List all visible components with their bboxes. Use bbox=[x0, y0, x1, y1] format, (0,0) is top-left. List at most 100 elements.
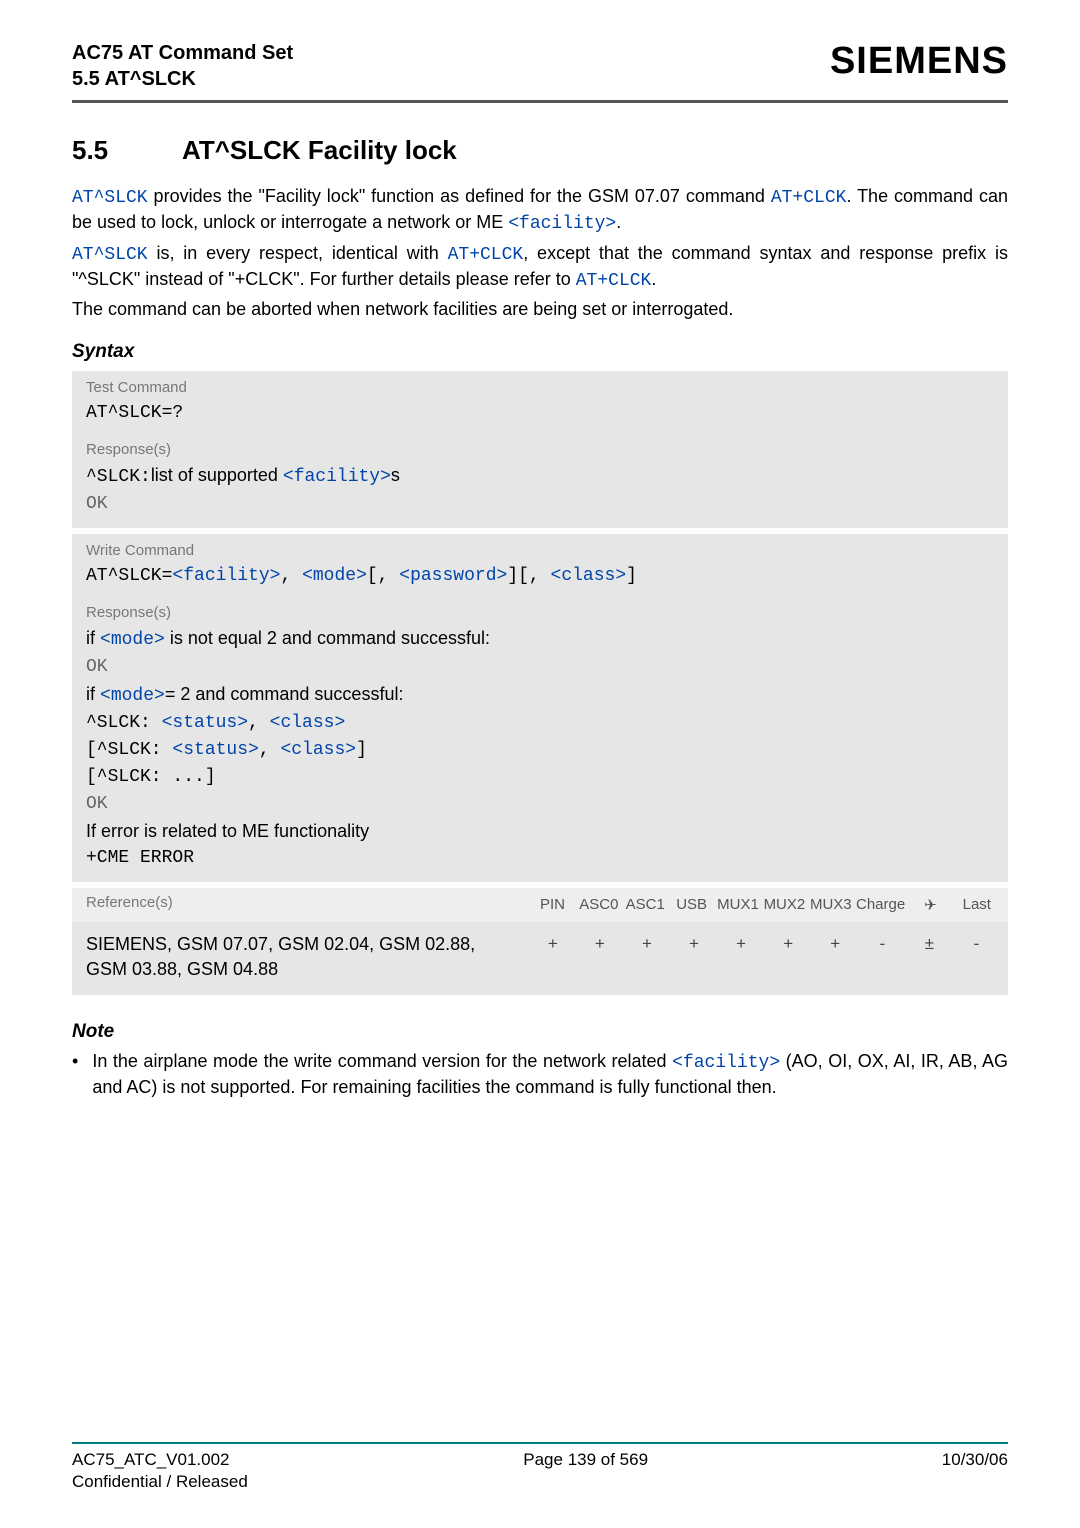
write-err1: If error is related to ME functionality bbox=[86, 818, 994, 845]
write-command: AT^SLCK=<facility>, <mode>[, <password>]… bbox=[86, 563, 994, 590]
col-mux2: MUX2 bbox=[761, 892, 807, 918]
write-param-password: <password> bbox=[399, 566, 507, 586]
header-rule bbox=[72, 100, 1008, 103]
write-param-facility: <facility> bbox=[172, 566, 280, 586]
note-bullet: • In the airplane mode the write command… bbox=[72, 1049, 1008, 1100]
col-airplane-icon: ✈ bbox=[907, 892, 953, 918]
col-pin: PIN bbox=[529, 892, 575, 918]
cmd-atclck: AT+CLCK bbox=[771, 188, 847, 208]
intro-p2-mid1: is, in every respect, identical with bbox=[148, 243, 448, 263]
footer-confidential: Confidential / Released bbox=[72, 1472, 1008, 1492]
col-mux3: MUX3 bbox=[808, 892, 854, 918]
wr-r2-class: <class> bbox=[280, 740, 356, 760]
intro-p1: AT^SLCK provides the "Facility lock" fun… bbox=[72, 184, 1008, 237]
val-mux2: + bbox=[765, 930, 812, 958]
cmd-atslck-2: AT^SLCK bbox=[72, 245, 148, 265]
note-text: In the airplane mode the write command v… bbox=[92, 1049, 1008, 1100]
wr-r1-class: <class> bbox=[270, 713, 346, 733]
write-resp-l1: if <mode> is not equal 2 and command suc… bbox=[86, 625, 994, 654]
val-asc1: + bbox=[623, 930, 670, 958]
write-response-label: Response(s) bbox=[72, 598, 1008, 623]
test-response-prefix: ^SLCK: bbox=[86, 467, 151, 487]
col-charge: Charge bbox=[854, 892, 907, 918]
wr-l2-post: = 2 and command successful: bbox=[165, 684, 404, 704]
test-response-text: list of supported bbox=[151, 465, 283, 485]
note-t1: In the airplane mode the write command v… bbox=[92, 1051, 672, 1071]
col-usb: USB bbox=[668, 892, 714, 918]
reference-label: Reference(s) bbox=[72, 888, 521, 922]
footer-right: 10/30/06 bbox=[942, 1450, 1008, 1470]
write-resp-r3: [^SLCK: ...] bbox=[86, 764, 994, 791]
intro-p2: AT^SLCK is, in every respect, identical … bbox=[72, 241, 1008, 294]
reference-matrix-header: PIN ASC0 ASC1 USB MUX1 MUX2 MUX3 Charge … bbox=[529, 892, 1000, 918]
footer-center: Page 139 of 569 bbox=[523, 1450, 648, 1470]
wr-l2-pre: if bbox=[86, 684, 100, 704]
test-ok: OK bbox=[86, 491, 994, 518]
val-mux1: + bbox=[718, 930, 765, 958]
syntax-heading: Syntax bbox=[72, 341, 1008, 363]
footer-left: AC75_ATC_V01.002 bbox=[72, 1450, 230, 1470]
col-mux1: MUX1 bbox=[715, 892, 761, 918]
page-header: AC75 AT Command Set 5.5 AT^SLCK SIEMENS bbox=[72, 40, 1008, 92]
write-param-class: <class> bbox=[551, 566, 627, 586]
val-airplane: ± bbox=[906, 930, 953, 958]
section-title: AT^SLCK Facility lock bbox=[182, 135, 457, 165]
write-resp-r2: [^SLCK: <status>, <class>] bbox=[86, 737, 994, 764]
wr-r2-suf: ] bbox=[356, 740, 367, 760]
write-resp-r1: ^SLCK: <status>, <class> bbox=[86, 710, 994, 737]
wr-l1-pre: if bbox=[86, 628, 100, 648]
write-cmd-pre: AT^SLCK= bbox=[86, 566, 172, 586]
test-response-line: ^SLCK:list of supported <facility>s bbox=[86, 462, 994, 491]
intro-p1-end: . bbox=[616, 212, 621, 232]
val-charge: - bbox=[859, 930, 906, 958]
col-asc0: ASC0 bbox=[576, 892, 622, 918]
param-facility: <facility> bbox=[508, 214, 616, 234]
col-last: Last bbox=[954, 892, 1000, 918]
note-heading: Note bbox=[72, 1021, 1008, 1043]
test-response-suffix: s bbox=[391, 465, 400, 485]
note-facility: <facility> bbox=[672, 1053, 780, 1073]
write-command-block: Write Command AT^SLCK=<facility>, <mode>… bbox=[72, 534, 1008, 882]
wr-l1-mode: <mode> bbox=[100, 630, 165, 650]
wr-l2-mode: <mode> bbox=[100, 686, 165, 706]
test-command: AT^SLCK=? bbox=[86, 400, 994, 427]
wr-l1-post: is not equal 2 and command successful: bbox=[165, 628, 490, 648]
test-response-label: Response(s) bbox=[72, 435, 1008, 460]
val-asc0: + bbox=[576, 930, 623, 958]
wr-r1-status: <status> bbox=[162, 713, 248, 733]
val-usb: + bbox=[670, 930, 717, 958]
write-ok2: OK bbox=[86, 791, 994, 818]
write-param-mode: <mode> bbox=[302, 566, 367, 586]
write-err2: +CME ERROR bbox=[86, 845, 994, 872]
reference-matrix-values: + + + + + + + - ± - bbox=[529, 930, 1000, 958]
write-resp-l2: if <mode>= 2 and command successful: bbox=[86, 681, 994, 710]
cmd-atslck: AT^SLCK bbox=[72, 188, 148, 208]
doc-title: AC75 AT Command Set bbox=[72, 40, 293, 66]
wr-r2-status: <status> bbox=[172, 740, 258, 760]
wr-r2-pre: [^SLCK: bbox=[86, 740, 172, 760]
bullet-icon: • bbox=[72, 1049, 78, 1100]
col-asc1: ASC1 bbox=[622, 892, 668, 918]
reference-text: SIEMENS, GSM 07.07, GSM 02.04, GSM 02.88… bbox=[72, 922, 521, 995]
brand-logo: SIEMENS bbox=[830, 40, 1008, 83]
cmd-atclck-2: AT+CLCK bbox=[448, 245, 524, 265]
val-mux3: + bbox=[812, 930, 859, 958]
section-ref: 5.5 AT^SLCK bbox=[72, 66, 293, 92]
val-pin: + bbox=[529, 930, 576, 958]
intro-p1-mid: provides the "Facility lock" function as… bbox=[148, 186, 771, 206]
intro-p3: The command can be aborted when network … bbox=[72, 297, 1008, 321]
test-command-block: Test Command AT^SLCK=? Response(s) ^SLCK… bbox=[72, 371, 1008, 528]
test-response-facility: <facility> bbox=[283, 467, 391, 487]
reference-body-row: SIEMENS, GSM 07.07, GSM 02.04, GSM 02.88… bbox=[72, 922, 1008, 995]
footer-rule bbox=[72, 1442, 1008, 1444]
page-footer: AC75_ATC_V01.002 Page 139 of 569 10/30/0… bbox=[72, 1442, 1008, 1492]
section-heading: 5.5AT^SLCK Facility lock bbox=[72, 135, 1008, 166]
write-command-label: Write Command bbox=[72, 536, 1008, 561]
write-ok1: OK bbox=[86, 654, 994, 681]
val-last: - bbox=[953, 930, 1000, 958]
cmd-atclck-3: AT+CLCK bbox=[576, 271, 652, 291]
section-number: 5.5 bbox=[72, 135, 182, 166]
wr-r1-pre: ^SLCK: bbox=[86, 713, 162, 733]
intro-p2-end: . bbox=[651, 269, 656, 289]
reference-header-row: Reference(s) PIN ASC0 ASC1 USB MUX1 MUX2… bbox=[72, 888, 1008, 922]
